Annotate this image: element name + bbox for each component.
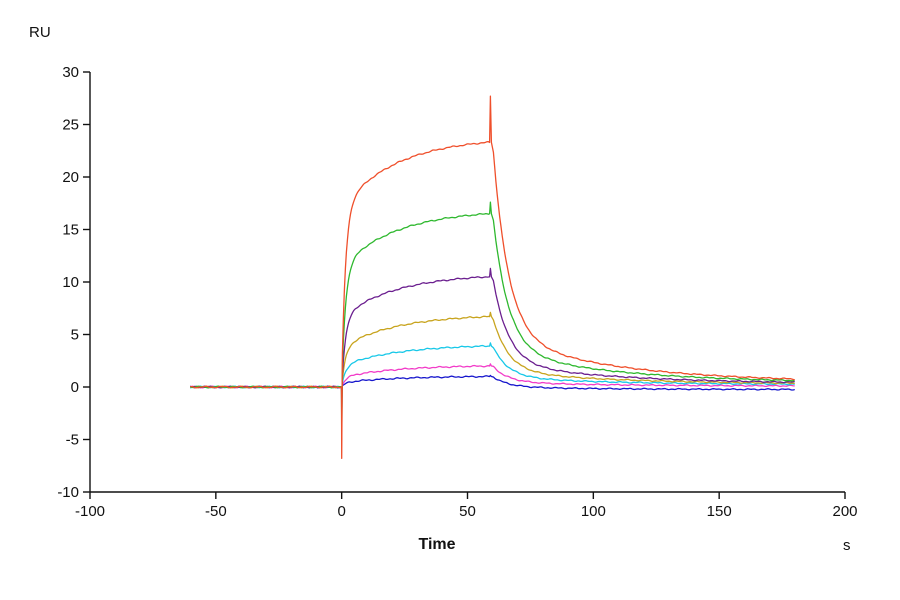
y-tick-label: 15 <box>62 222 79 239</box>
x-axis-title: Time <box>418 536 456 553</box>
x-tick-label: 150 <box>707 503 732 520</box>
x-tick-label: -50 <box>205 503 227 520</box>
y-tick-label: 0 <box>71 379 79 396</box>
series-line-series-2 <box>190 201 795 441</box>
x-axis-unit-label: s <box>843 537 851 554</box>
series-line-series-1-highest <box>190 95 795 460</box>
y-tick-label: 20 <box>62 169 79 186</box>
x-tick-label: 200 <box>832 503 857 520</box>
x-tick-label: 100 <box>581 503 606 520</box>
x-tick-label: -100 <box>75 503 105 520</box>
series-line-series-6 <box>190 363 795 394</box>
series-line-series-3 <box>190 267 795 422</box>
y-tick-label: 30 <box>62 64 79 81</box>
x-tick-label: 50 <box>459 503 476 520</box>
y-tick-label: 10 <box>62 274 79 291</box>
y-tick-label: 25 <box>62 117 79 134</box>
y-axis-unit-label: RU <box>29 24 51 41</box>
y-tick-label: -5 <box>66 432 79 449</box>
y-tick-label: -10 <box>57 484 79 501</box>
y-tick-label: 5 <box>71 327 79 344</box>
x-tick-label: 0 <box>337 503 345 520</box>
